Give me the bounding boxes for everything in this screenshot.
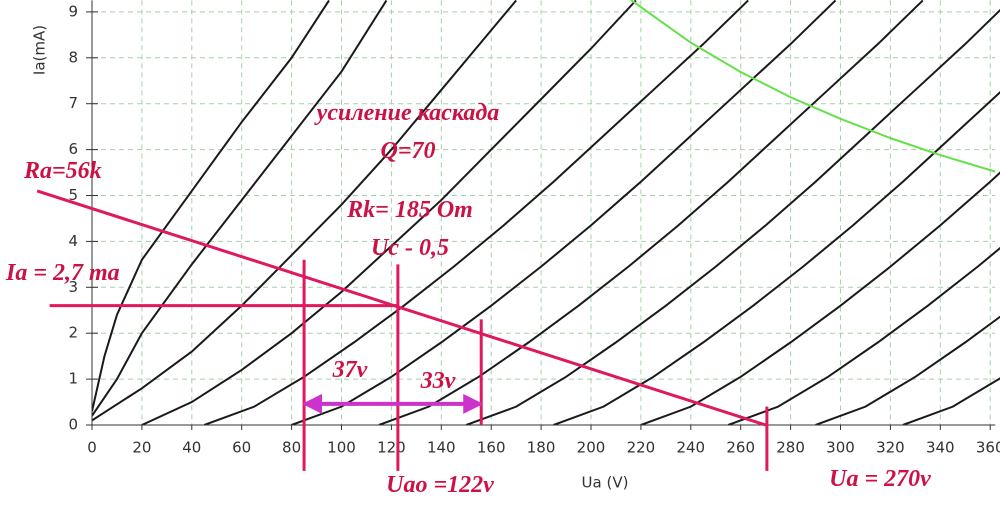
x-tick-label: 100 bbox=[327, 439, 356, 457]
x-tick-label: 0 bbox=[87, 439, 97, 457]
annotation: Uao =122v bbox=[386, 472, 494, 498]
x-tick-label: 320 bbox=[876, 439, 905, 457]
x-axis-label: Ua (V) bbox=[582, 474, 629, 492]
curve bbox=[727, 246, 1000, 425]
annotation-line bbox=[36, 189, 767, 427]
y-tick-label: 1 bbox=[68, 370, 78, 388]
annotation: 33v bbox=[420, 368, 456, 394]
y-tick-label: 2 bbox=[68, 324, 78, 342]
y-tick-label: 0 bbox=[68, 416, 78, 434]
y-axis-label: Ia(mA) bbox=[31, 25, 49, 75]
x-tick-label: 220 bbox=[627, 439, 656, 457]
curve bbox=[92, 0, 517, 422]
x-tick-label: 40 bbox=[182, 439, 201, 457]
curve bbox=[465, 8, 1000, 425]
curve bbox=[815, 315, 1000, 425]
x-tick-label: 60 bbox=[232, 439, 251, 457]
curve bbox=[92, 0, 330, 412]
x-tick-label: 280 bbox=[776, 439, 805, 457]
annotation: усиление каскада bbox=[314, 100, 500, 126]
x-tick-label: 120 bbox=[377, 439, 406, 457]
curve bbox=[378, 0, 924, 425]
curve bbox=[630, 0, 996, 173]
curve bbox=[92, 0, 388, 417]
curve bbox=[141, 0, 637, 425]
x-tick-label: 160 bbox=[477, 439, 506, 457]
x-tick-label: 300 bbox=[826, 439, 855, 457]
curve bbox=[291, 0, 837, 425]
y-tick-label: 4 bbox=[68, 232, 78, 250]
curve bbox=[640, 171, 1000, 425]
x-tick-label: 260 bbox=[726, 439, 755, 457]
x-tick-label: 80 bbox=[282, 439, 301, 457]
y-tick-label: 7 bbox=[68, 94, 78, 112]
x-tick-label: 240 bbox=[676, 439, 705, 457]
x-tick-label: 180 bbox=[527, 439, 556, 457]
y-tick-label: 5 bbox=[68, 186, 78, 204]
x-tick-label: 360 bbox=[976, 439, 1000, 457]
curve bbox=[203, 0, 749, 425]
x-tick-label: 200 bbox=[577, 439, 606, 457]
y-tick-label: 9 bbox=[68, 2, 78, 20]
x-tick-label: 140 bbox=[427, 439, 456, 457]
y-tick-label: 8 bbox=[68, 48, 78, 66]
curve bbox=[553, 91, 1000, 425]
annotation: Q=70 bbox=[380, 138, 435, 164]
x-tick-label: 20 bbox=[132, 439, 151, 457]
annotation: Rk= 185 Om bbox=[346, 197, 473, 223]
annotation: 37v bbox=[332, 357, 368, 383]
curve bbox=[902, 377, 1000, 425]
y-tick-label: 6 bbox=[68, 140, 78, 158]
annotation: Ia = 2,7 ma bbox=[5, 260, 120, 286]
annotation: Uc - 0,5 bbox=[371, 235, 449, 261]
x-tick-label: 340 bbox=[926, 439, 955, 457]
annotation: Ra=56k bbox=[23, 158, 102, 184]
annotation: Ua = 270v bbox=[829, 466, 931, 492]
y-tick-label: 3 bbox=[68, 278, 78, 296]
